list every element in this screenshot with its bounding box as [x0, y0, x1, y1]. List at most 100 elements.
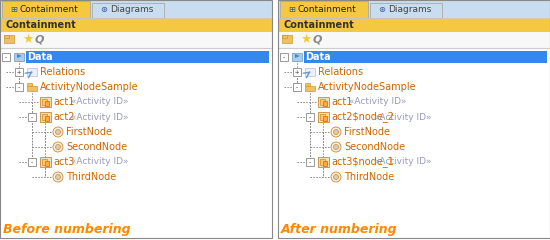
Bar [40, 112, 51, 122]
Bar [4, 35, 9, 38]
Text: Containment: Containment [283, 20, 354, 30]
Bar [323, 116, 327, 121]
Circle shape [56, 144, 60, 150]
Text: Q: Q [35, 35, 45, 45]
Bar [305, 68, 315, 76]
Circle shape [333, 130, 338, 134]
Text: -: - [30, 114, 34, 120]
Bar [304, 51, 547, 63]
Bar [45, 101, 49, 106]
Bar [293, 83, 301, 91]
Polygon shape [295, 54, 300, 58]
Bar [282, 35, 292, 43]
Bar [282, 35, 287, 38]
Bar [280, 53, 288, 61]
Text: act2$node_2: act2$node_2 [331, 112, 394, 122]
Bar [4, 35, 14, 43]
Text: After numbering: After numbering [281, 223, 398, 236]
Bar [42, 99, 47, 105]
Circle shape [331, 127, 341, 137]
Bar [0, 18, 272, 32]
Bar [27, 83, 32, 86]
Circle shape [53, 127, 63, 137]
Text: ⊛: ⊛ [378, 6, 385, 14]
Text: «Activity ID»: «Activity ID» [68, 97, 128, 107]
Circle shape [333, 174, 338, 180]
Bar [40, 157, 51, 167]
Bar [320, 114, 325, 120]
Bar [28, 113, 36, 121]
Text: Containment: Containment [5, 20, 76, 30]
Bar [318, 112, 329, 122]
Bar [0, 0, 272, 238]
Text: FirstNode: FirstNode [344, 127, 390, 137]
Text: -: - [308, 114, 312, 120]
Text: act3$node_1: act3$node_1 [331, 156, 394, 168]
Bar [42, 114, 47, 120]
Text: -: - [308, 159, 312, 165]
Circle shape [331, 172, 341, 182]
Text: «Activity ID»: «Activity ID» [68, 113, 128, 121]
Circle shape [53, 142, 63, 152]
Bar [292, 53, 302, 61]
Text: ActivityNodeSample: ActivityNodeSample [40, 82, 139, 92]
Text: SecondNode: SecondNode [344, 142, 405, 152]
Text: -: - [17, 84, 21, 90]
Text: FirstNode: FirstNode [66, 127, 112, 137]
Text: «Activity ID»: «Activity ID» [371, 157, 432, 167]
Text: Data: Data [27, 52, 53, 62]
Bar [0, 48, 272, 238]
Bar [278, 0, 550, 238]
Text: Data: Data [305, 52, 331, 62]
Bar [42, 159, 47, 165]
Bar [2, 1, 90, 18]
Text: ⊛: ⊛ [100, 6, 107, 14]
Text: «Activity ID»: «Activity ID» [68, 157, 128, 167]
Bar [318, 157, 329, 167]
Text: act3: act3 [53, 157, 74, 167]
Text: ThirdNode: ThirdNode [66, 172, 116, 182]
Bar [278, 18, 550, 32]
Text: -: - [282, 54, 286, 60]
Text: Q: Q [313, 35, 322, 45]
Polygon shape [17, 54, 22, 58]
Bar [0, 32, 272, 48]
Text: -: - [295, 84, 299, 90]
Text: «Activity ID»: «Activity ID» [371, 113, 432, 121]
Bar [45, 161, 49, 166]
Bar [27, 86, 37, 91]
Bar [0, 0, 272, 18]
Text: Before numbering: Before numbering [3, 223, 131, 236]
Bar [320, 159, 325, 165]
Bar [318, 97, 329, 107]
Bar [320, 99, 325, 105]
Text: ⊞: ⊞ [288, 5, 295, 13]
Bar [15, 83, 23, 91]
Circle shape [56, 130, 60, 134]
Text: ⊞: ⊞ [10, 5, 17, 13]
Text: act1: act1 [331, 97, 353, 107]
Text: Relations: Relations [40, 67, 85, 77]
Circle shape [333, 144, 338, 150]
Text: SecondNode: SecondNode [66, 142, 127, 152]
Text: Diagrams: Diagrams [110, 6, 153, 14]
Bar [28, 158, 36, 166]
Text: Containment: Containment [20, 5, 79, 13]
Text: «Activity ID»: «Activity ID» [345, 97, 406, 107]
Text: act2: act2 [53, 112, 74, 122]
Text: ★: ★ [300, 32, 311, 46]
Bar [278, 32, 550, 48]
Bar [45, 116, 49, 121]
Text: +: + [17, 69, 21, 75]
Text: Relations: Relations [318, 67, 363, 77]
Bar [306, 158, 314, 166]
Circle shape [56, 174, 60, 180]
Bar [305, 86, 315, 91]
Bar [323, 161, 327, 166]
Bar [323, 101, 327, 106]
Bar [370, 3, 442, 18]
Bar [14, 53, 24, 61]
Text: Containment: Containment [298, 5, 357, 13]
Bar [92, 3, 164, 18]
Circle shape [331, 142, 341, 152]
